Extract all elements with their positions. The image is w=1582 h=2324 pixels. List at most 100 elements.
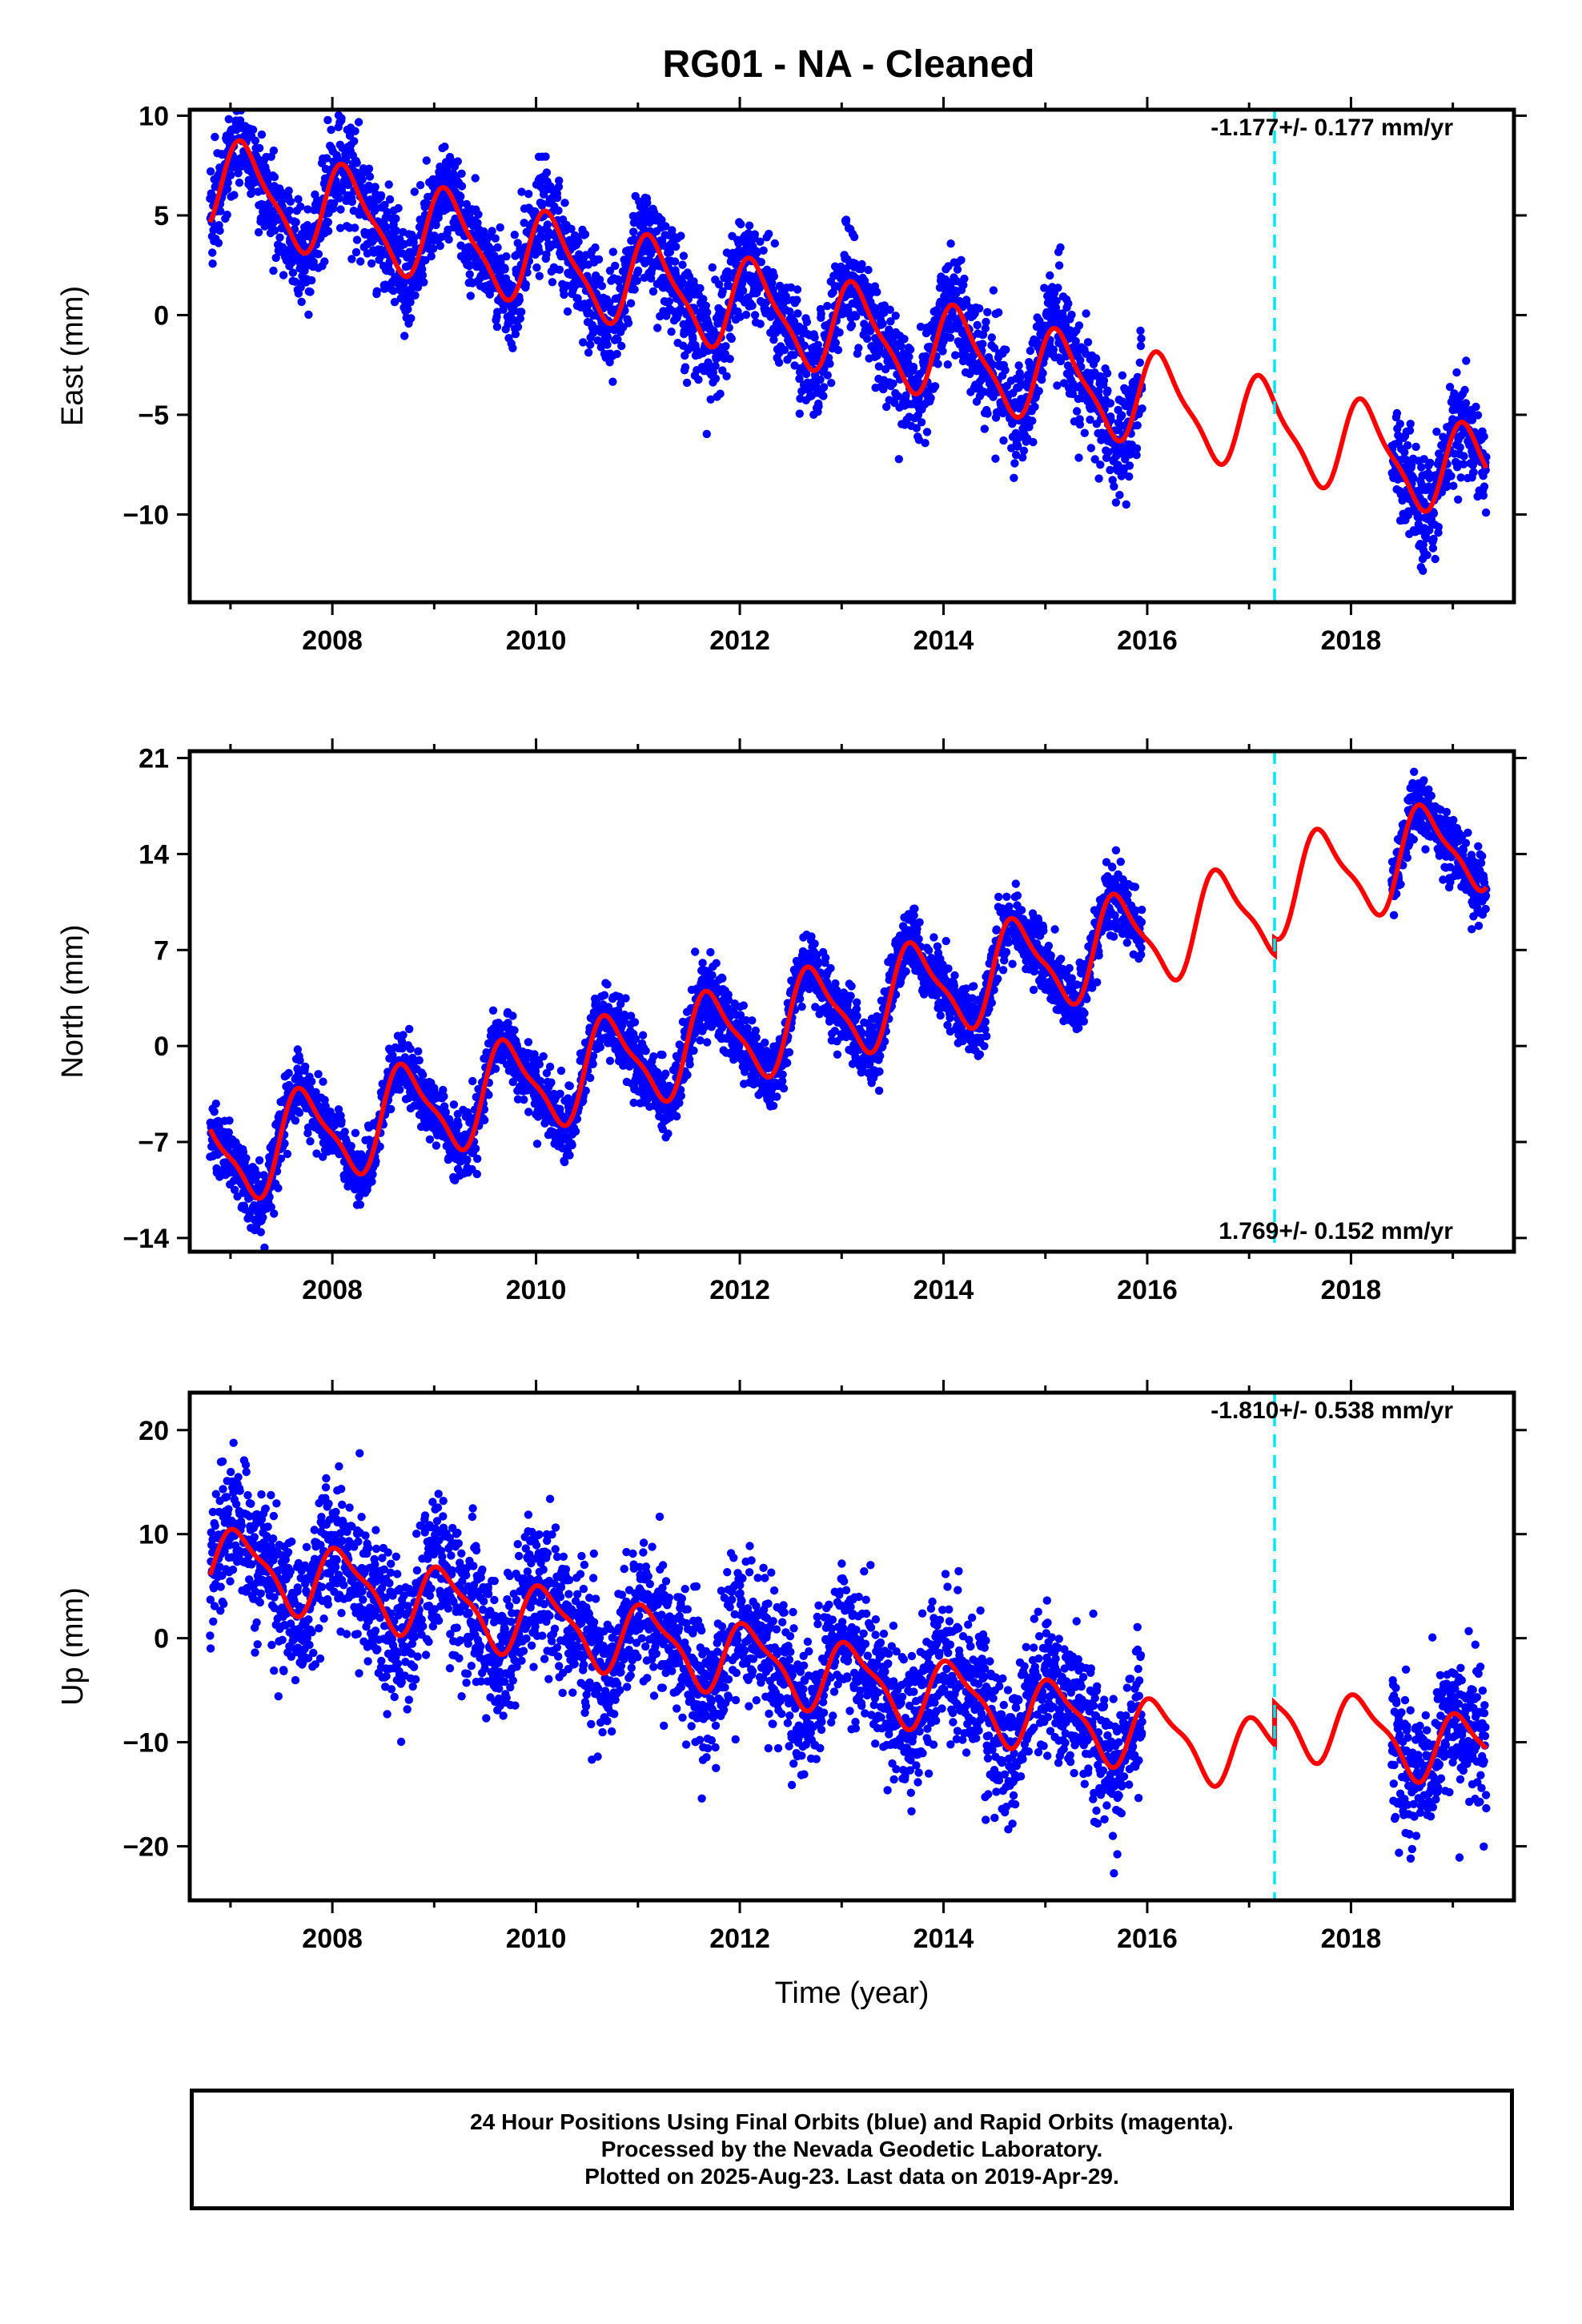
data-point xyxy=(817,310,825,318)
y-tick-label: 0 xyxy=(154,300,169,331)
data-point xyxy=(541,152,549,160)
data-point xyxy=(255,228,263,236)
data-point xyxy=(703,430,711,438)
data-point xyxy=(1460,452,1468,460)
data-point xyxy=(1118,372,1126,380)
data-point xyxy=(921,352,930,360)
data-point xyxy=(1403,441,1411,449)
data-point xyxy=(627,300,635,308)
data-point xyxy=(1435,523,1443,531)
data-point xyxy=(480,1116,488,1124)
data-point xyxy=(467,292,475,300)
data-point xyxy=(739,287,747,295)
data-point xyxy=(921,439,929,447)
data-point xyxy=(420,278,428,286)
data-point xyxy=(1074,453,1082,461)
data-point xyxy=(671,257,679,265)
data-point xyxy=(283,1150,291,1158)
data-point xyxy=(1429,544,1437,552)
data-point xyxy=(543,168,551,176)
data-point xyxy=(617,342,625,350)
data-point xyxy=(824,371,832,379)
data-point xyxy=(337,1117,345,1125)
data-point xyxy=(242,99,250,107)
data-point xyxy=(873,288,881,296)
data-point xyxy=(428,252,436,260)
data-point xyxy=(279,271,287,279)
data-point xyxy=(1054,283,1062,292)
data-point xyxy=(336,205,344,213)
data-point xyxy=(287,198,295,206)
chart-title: RG01 - NA - Cleaned xyxy=(663,43,1035,86)
data-point xyxy=(544,220,552,228)
data-point xyxy=(385,180,393,188)
data-point xyxy=(633,276,641,284)
data-point xyxy=(347,255,355,263)
data-point xyxy=(1452,368,1460,376)
data-point xyxy=(931,382,939,390)
data-point xyxy=(595,255,603,263)
data-point xyxy=(1067,311,1075,319)
data-point xyxy=(512,330,520,338)
data-point xyxy=(600,991,608,999)
data-point xyxy=(386,195,394,203)
y-tick-label: 5 xyxy=(154,201,169,231)
data-point xyxy=(456,192,464,200)
data-point xyxy=(892,312,900,320)
data-point xyxy=(1014,361,1022,369)
data-point xyxy=(511,231,519,239)
data-point xyxy=(857,260,865,268)
data-point xyxy=(726,355,734,363)
x-tick-label: 2008 xyxy=(302,625,363,656)
data-point xyxy=(667,328,675,336)
data-point xyxy=(411,292,419,300)
data-point xyxy=(347,1142,355,1150)
data-point xyxy=(473,1155,481,1163)
data-point xyxy=(1134,421,1142,429)
data-point xyxy=(665,297,673,305)
data-point xyxy=(458,182,466,190)
data-point xyxy=(423,156,431,164)
data-point xyxy=(365,165,373,173)
data-point xyxy=(257,1228,265,1236)
data-point xyxy=(295,1108,303,1116)
data-point xyxy=(546,1063,554,1071)
data-point xyxy=(835,328,843,336)
data-point xyxy=(296,203,304,211)
data-point xyxy=(223,211,231,219)
data-point xyxy=(323,116,331,124)
data-point xyxy=(230,191,238,199)
data-point xyxy=(292,218,300,226)
data-point xyxy=(275,233,283,241)
data-point xyxy=(983,409,991,417)
data-point xyxy=(606,1057,614,1065)
data-point xyxy=(938,347,946,355)
data-point xyxy=(1125,472,1133,480)
data-point xyxy=(586,1074,594,1082)
data-point xyxy=(1115,491,1123,499)
data-point xyxy=(596,1043,604,1051)
data-point xyxy=(589,1060,597,1068)
data-point xyxy=(391,215,400,223)
data-point xyxy=(235,179,243,187)
data-point xyxy=(1106,399,1114,407)
data-point xyxy=(946,334,954,342)
data-point xyxy=(414,1047,422,1055)
data-point xyxy=(1096,460,1104,468)
data-point xyxy=(454,157,462,165)
data-point xyxy=(356,257,364,265)
data-point xyxy=(1480,432,1488,440)
data-point xyxy=(488,227,496,235)
data-point xyxy=(677,231,685,239)
data-point xyxy=(631,1018,639,1026)
data-point xyxy=(404,305,412,313)
data-point xyxy=(215,227,223,235)
data-point xyxy=(825,360,833,368)
data-point xyxy=(411,187,419,195)
data-point xyxy=(351,1129,359,1137)
data-point xyxy=(842,215,850,223)
data-point xyxy=(324,218,332,226)
data-point xyxy=(649,287,657,296)
data-point xyxy=(568,1141,576,1149)
data-point xyxy=(1081,429,1089,437)
